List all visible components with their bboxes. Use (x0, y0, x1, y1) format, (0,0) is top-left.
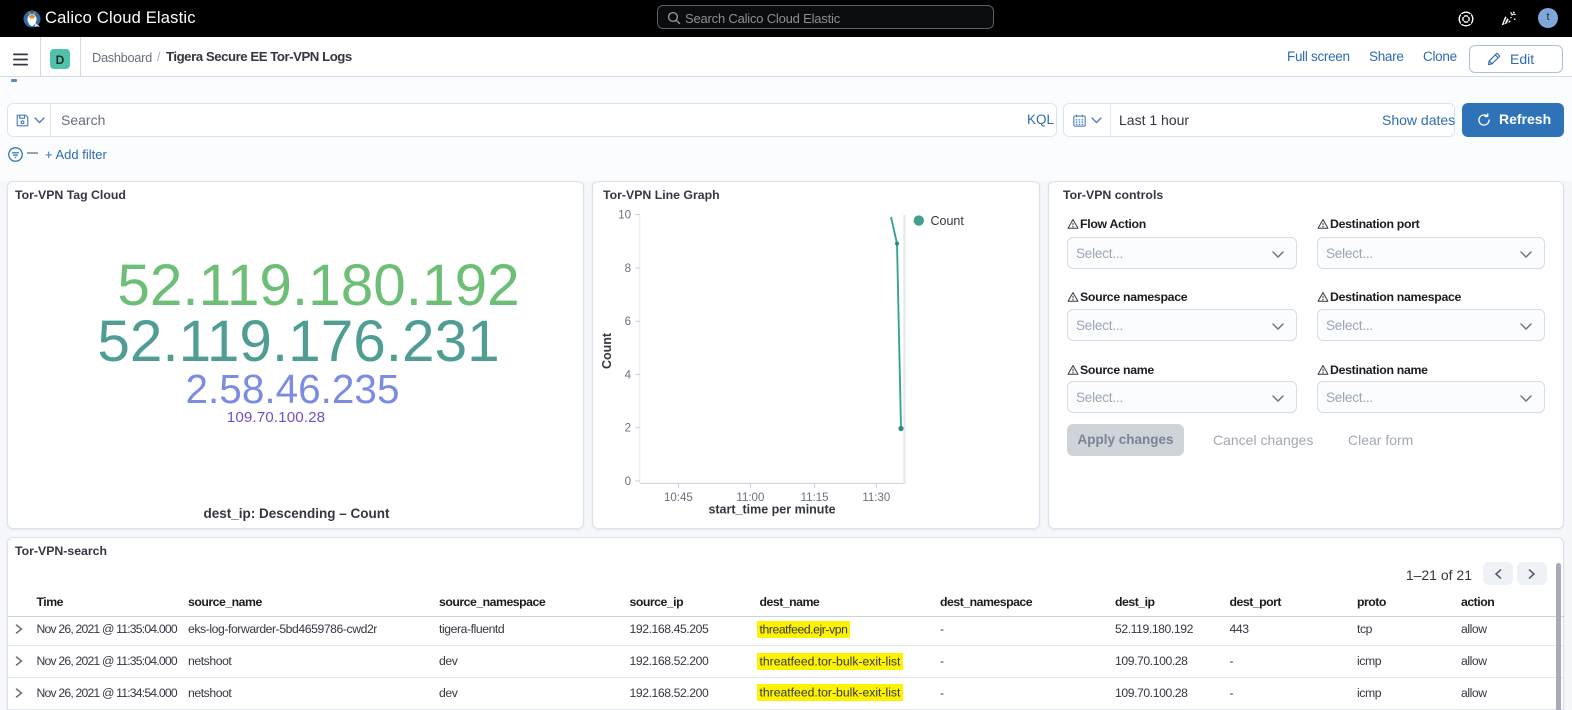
svg-text:6: 6 (625, 316, 631, 328)
svg-text:2: 2 (625, 423, 631, 435)
svg-text:4: 4 (625, 369, 632, 381)
svg-text:10:45: 10:45 (664, 492, 693, 504)
svg-text:0: 0 (625, 476, 631, 488)
svg-text:Count: Count (931, 214, 965, 228)
svg-text:11:00: 11:00 (736, 492, 764, 504)
svg-text:11:15: 11:15 (801, 492, 829, 504)
svg-text:8: 8 (625, 263, 631, 275)
svg-text:11:30: 11:30 (862, 492, 890, 504)
svg-text:10: 10 (618, 210, 631, 222)
svg-text:start_time per minute: start_time per minute (708, 503, 835, 517)
svg-text:Count: Count (600, 332, 614, 369)
